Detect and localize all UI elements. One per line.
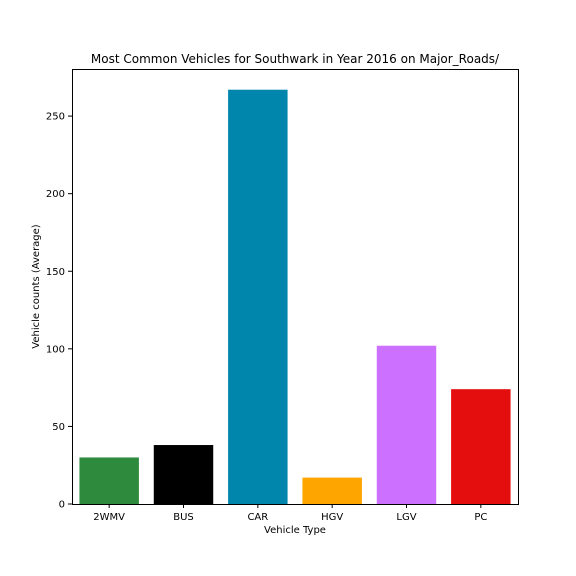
plot-frame	[72, 69, 519, 505]
y-tick-label: 200	[46, 189, 65, 200]
y-tick-label: 0	[59, 500, 65, 511]
x-tick-label-2wmv: 2WMV	[93, 512, 125, 523]
x-tick-label-hgv: HGV	[321, 512, 343, 523]
bars	[79, 89, 511, 504]
bar-hgv	[302, 477, 362, 504]
x-tick-label-lgv: LGV	[396, 512, 416, 523]
bar-pc	[451, 389, 511, 504]
y-axis-label: Vehicle counts (Average)	[31, 224, 42, 349]
x-axis: 2WMV BUS CAR HGV LGV PC	[93, 504, 487, 523]
y-tick-label: 50	[52, 422, 65, 433]
x-tick-label-bus: BUS	[173, 512, 194, 523]
bar-2wmv	[79, 457, 139, 504]
x-axis-label: Vehicle Type	[264, 525, 326, 536]
y-tick-label: 250	[46, 112, 65, 123]
bar-car	[228, 89, 288, 504]
chart-title: Most Common Vehicles for Southwark in Ye…	[91, 52, 500, 66]
x-tick-label-pc: PC	[474, 512, 487, 523]
y-tick-label: 100	[46, 344, 65, 355]
bar-lgv	[376, 345, 437, 504]
y-tick-label: 150	[46, 267, 65, 278]
x-tick-label-car: CAR	[247, 512, 268, 523]
bar-bus	[153, 445, 214, 504]
y-axis: 0 50 100 150 200 250	[46, 112, 72, 511]
